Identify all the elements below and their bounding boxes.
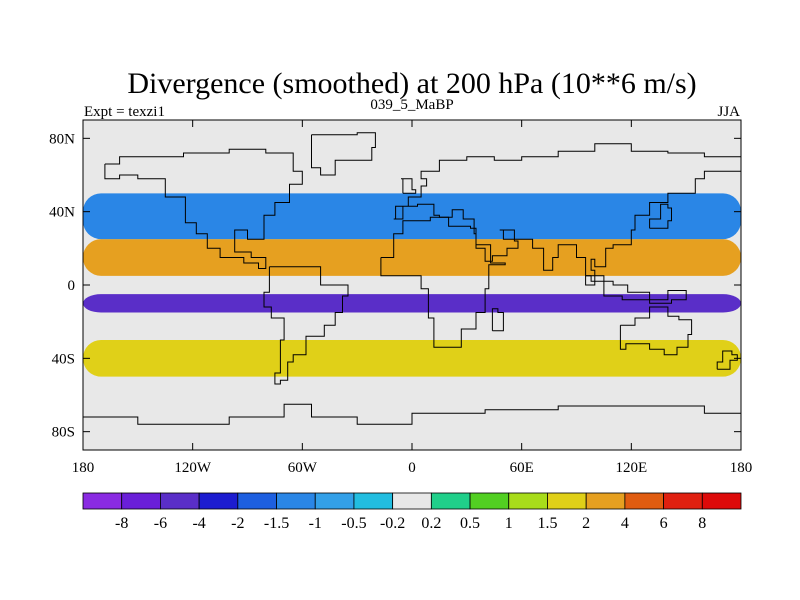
colorbar-label: -8: [115, 515, 128, 532]
colorbar-swatch: [430, 492, 471, 510]
colorbar-label: 1: [505, 515, 513, 532]
chart-title: Divergence (smoothed) at 200 hPa (10**6 …: [127, 67, 696, 100]
colorbar-label: -4: [192, 515, 205, 532]
coastlines: [83, 132, 741, 425]
colorbar-swatch: [624, 492, 664, 510]
colorbar-swatch: [314, 492, 355, 510]
colorbar-swatch: [353, 492, 394, 510]
coastline-10: [716, 350, 738, 370]
center-label: 039_5_MaBP: [370, 97, 453, 113]
y-tick-label: 80S: [52, 425, 75, 441]
plot-background: [83, 120, 741, 450]
colorbar-label: -1: [309, 515, 322, 532]
coastline-9: [585, 275, 687, 304]
colorbar-swatch: [663, 492, 703, 510]
y-tick-label: 0: [68, 278, 76, 294]
field-band-3: [83, 193, 741, 240]
x-tick-label: 180: [72, 460, 95, 476]
colorbar-label: -6: [154, 515, 167, 532]
colorbar-swatch: [392, 492, 432, 510]
colorbar-swatch: [547, 492, 587, 510]
coastline-6: [83, 403, 741, 425]
colorbar-label: 4: [621, 515, 629, 532]
y-tick-label: 80N: [49, 131, 75, 147]
colorbar-label: 2: [582, 515, 590, 532]
colorbar-label: -0.2: [380, 515, 405, 532]
coastline-0: [104, 148, 303, 269]
colorbar-swatch: [82, 492, 123, 510]
coastline-3: [380, 216, 506, 348]
y-tick-label: 40N: [49, 205, 75, 221]
y-tick-label: 40S: [52, 351, 75, 367]
colorbar: -8 -6 -4 -2 -1.5 -1 -0.5 -0.2 0.2 0.5 1 1.5 2 4 6 8: [82, 492, 742, 532]
colorbar-label: 6: [660, 515, 668, 532]
colorbar-swatch: [160, 492, 200, 510]
field-band-2: [83, 340, 741, 377]
x-tick-label: 120E: [615, 460, 647, 476]
colorbar-label: -0.5: [341, 515, 366, 532]
colorbar-swatch: [585, 492, 626, 510]
x-axis: 180 120W 60W 0 60E 120E 180: [72, 120, 753, 476]
coastline-2: [263, 266, 349, 385]
coastline-1: [311, 132, 376, 176]
colorbar-swatch: [198, 492, 239, 510]
right-label: JJA: [717, 104, 740, 120]
left-label: Expt = texzi1: [84, 104, 165, 120]
colorbar-label: -2: [231, 515, 244, 532]
coastline-4: [393, 143, 741, 282]
x-tick-label: 60W: [288, 460, 318, 476]
colorbar-swatch: [469, 492, 510, 510]
coastline-11: [491, 308, 504, 332]
colorbar-swatch: [121, 492, 161, 510]
x-tick-label: 120W: [174, 460, 212, 476]
colorbar-swatch: [276, 492, 316, 510]
field-band-1: [83, 239, 741, 276]
colorbar-label: 8: [698, 515, 706, 532]
colorbar-label: 0.5: [460, 515, 480, 532]
coastline-5: [619, 306, 693, 356]
colorbar-label: -1.5: [264, 515, 289, 532]
coastline-8: [649, 203, 672, 229]
x-tick-label: 180: [730, 460, 753, 476]
y-axis: 80N 40N 0 40S 80S: [49, 131, 741, 441]
colorbar-label: 0.2: [421, 515, 441, 532]
field-band-0: [83, 294, 741, 313]
colorbar-swatch: [508, 492, 548, 510]
coastline-7: [401, 178, 417, 194]
colorbar-swatch: [701, 492, 742, 510]
x-tick-label: 60E: [510, 460, 534, 476]
plot-area: [83, 120, 741, 450]
x-tick-label: 0: [408, 460, 416, 476]
colorbar-label: 1.5: [537, 515, 557, 532]
colorbar-swatch: [237, 492, 277, 510]
